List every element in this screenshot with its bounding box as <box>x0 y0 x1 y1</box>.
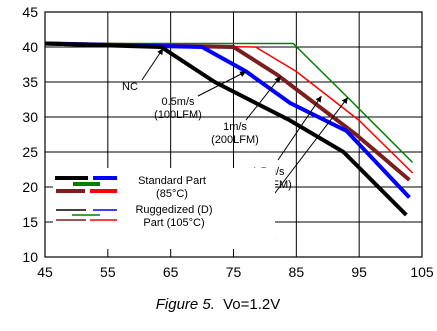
annotation-label: 0.5m/s (100LFM) <box>154 96 202 121</box>
x-tick-labels: 45 55 65 75 85 95 105 <box>37 264 434 280</box>
series-line-1ms <box>44 41 411 182</box>
annotation-label: NC <box>122 81 138 93</box>
series-line-2ms <box>45 42 414 164</box>
y-tick-label: 40 <box>22 39 38 55</box>
annotation-line: 1m/s <box>223 121 247 133</box>
x-tick-label: 65 <box>163 264 179 280</box>
y-tick-labels: 10 15 20 25 30 35 40 45 <box>22 4 38 265</box>
annotation-label: 1m/s (200LFM) <box>211 121 259 146</box>
annotation-arrowhead <box>341 97 348 104</box>
legend-label-line: Part (105°C) <box>143 217 204 229</box>
plot-frame <box>44 11 423 258</box>
legend-label: Standard Part (85°C) <box>138 175 206 200</box>
x-tick-label: 85 <box>289 264 305 280</box>
x-tick-label: 95 <box>351 264 367 280</box>
y-tick-label: 45 <box>22 4 38 20</box>
plot-border <box>44 11 423 258</box>
y-tick-label: 25 <box>22 144 38 160</box>
annotation-arrowhead <box>274 76 281 83</box>
annotation-arrowhead <box>157 48 164 56</box>
annotation-line: (100LFM) <box>154 109 202 121</box>
figure-caption: Figure 5. Vo=1.2V <box>156 296 281 313</box>
legend-box <box>53 168 275 249</box>
annotation-line: (200LFM) <box>211 134 259 146</box>
annotation-leader <box>277 95 322 161</box>
y-tick-label: 10 <box>22 249 38 265</box>
annotation-arrowhead <box>239 71 247 77</box>
annotation-leader <box>261 97 349 211</box>
annotation-leader <box>141 48 164 81</box>
annotation-line: NC <box>122 81 138 93</box>
annotation-leader <box>197 71 247 97</box>
annotation-arrowhead <box>315 96 322 103</box>
x-tick-label: 55 <box>100 264 116 280</box>
y-tick-label: 30 <box>22 109 38 125</box>
series-line-05ms <box>44 41 411 199</box>
series-lines <box>44 41 414 217</box>
annotation-leader <box>245 76 282 121</box>
x-tick-label: 45 <box>37 264 53 280</box>
x-tick-label: 75 <box>226 264 242 280</box>
legend: Standard Part (85°C) Ruggedized (D) Part (1… <box>53 168 275 249</box>
annotation-line: 0.5m/s <box>161 96 195 108</box>
y-tick-label: 35 <box>22 74 38 90</box>
figure-title: Vo=1.2V <box>223 296 280 313</box>
series-line-nc <box>44 41 408 217</box>
legend-label-line: (85°C) <box>156 188 188 200</box>
y-tick-label: 20 <box>22 179 38 195</box>
figure-number: Figure 5. <box>156 296 215 313</box>
x-tick-label: 105 <box>410 264 434 280</box>
legend-label: Ruggedized (D) Part (105°C) <box>135 204 212 229</box>
y-tick-label: 15 <box>22 214 38 230</box>
legend-label-line: Standard Part <box>138 175 206 187</box>
legend-label-line: Ruggedized (D) <box>135 204 212 216</box>
